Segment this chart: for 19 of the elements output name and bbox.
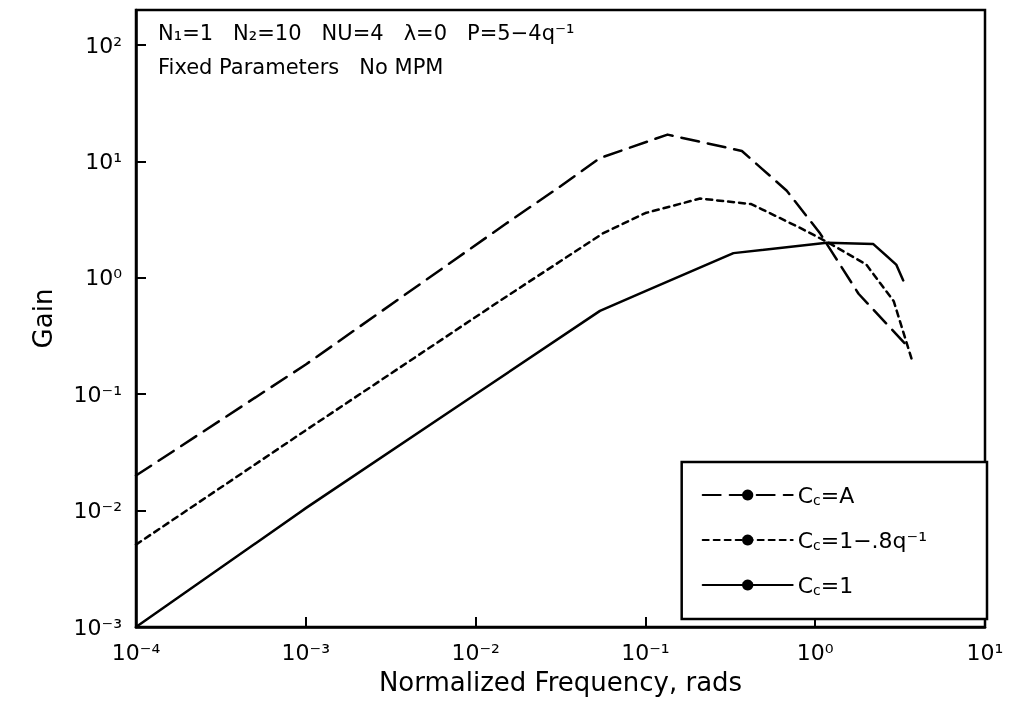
x-axis-title: Normalized Frequency, rads (378, 667, 743, 697)
x-tick-label: 10¹ (966, 639, 1004, 665)
y-tick-label: 10⁻² (73, 498, 122, 524)
x-tick-label: 10⁻¹ (621, 639, 670, 665)
x-tick-label: 10⁻⁴ (111, 639, 161, 665)
legend-label: Cc=1−.8q⁻¹ (797, 527, 928, 553)
legend-label: Cc=1 (797, 572, 854, 598)
x-tick-label: 10⁰ (796, 639, 834, 665)
annotation: N₁=1 N₂=10 NU=4 λ=0 P=5−4q⁻¹ (158, 20, 575, 45)
x-tick-label: 10⁻² (451, 639, 500, 665)
y-tick-label: 10¹ (85, 148, 122, 174)
x-tick-label: 10⁻³ (281, 639, 331, 665)
annotation: Fixed Parameters No MPM (158, 54, 444, 79)
y-axis-title: Gain (28, 288, 58, 349)
y-tick-label: 10⁻³ (73, 614, 122, 640)
y-tick-label: 10⁰ (85, 265, 123, 291)
legend-label: Cc=A (797, 482, 855, 508)
y-tick-label: 10² (85, 32, 122, 58)
y-tick-label: 10⁻¹ (73, 381, 122, 407)
